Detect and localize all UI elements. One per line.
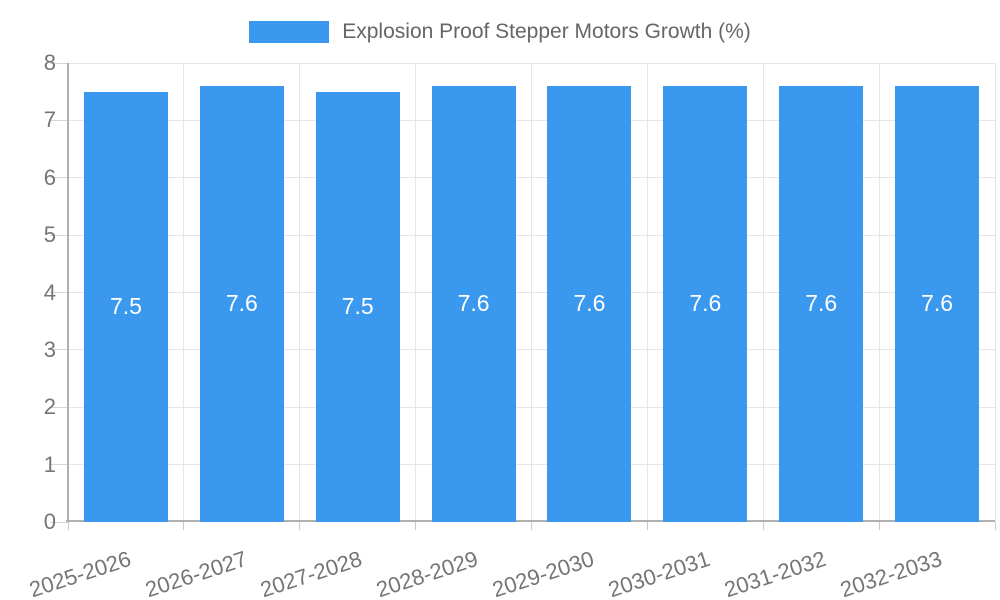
bar-value-label: 7.6 [573, 290, 606, 317]
bar-value-label: 7.6 [689, 290, 722, 317]
y-tick-mark [50, 177, 68, 179]
gridline [878, 63, 880, 522]
gridline [183, 63, 185, 522]
y-tick-label: 8 [43, 50, 56, 75]
y-tick-mark [50, 62, 68, 64]
x-axis-line [66, 520, 995, 522]
bar[interactable]: 7.6 [547, 85, 632, 522]
bar[interactable]: 7.6 [199, 85, 284, 522]
gridline [299, 63, 301, 522]
gridline [994, 63, 996, 522]
gridline [415, 63, 417, 522]
x-tick-label: 2026-2027 [141, 546, 250, 600]
bar[interactable]: 7.6 [779, 85, 864, 522]
y-tick-label: 1 [43, 451, 56, 477]
legend-item[interactable]: Explosion Proof Stepper Motors Growth (%… [249, 20, 751, 44]
bar-value-label: 7.5 [109, 293, 142, 320]
gridline [646, 63, 648, 522]
gridline [762, 63, 764, 522]
y-tick-label: 3 [43, 336, 56, 362]
x-tick-label: 2029-2030 [489, 546, 598, 600]
bar-value-label: 7.6 [805, 290, 838, 317]
x-tick-mark [994, 522, 996, 530]
x-tick-mark [646, 522, 648, 530]
x-tick-mark [183, 522, 185, 530]
bar[interactable]: 7.5 [83, 91, 168, 522]
bar-value-label: 7.6 [225, 290, 258, 317]
bar[interactable]: 7.6 [895, 85, 980, 522]
x-tick-label: 2025-2026 [25, 546, 134, 600]
x-tick-mark [415, 522, 417, 530]
y-tick-mark [50, 292, 68, 293]
legend: Explosion Proof Stepper Motors Growth (%… [0, 20, 1000, 44]
x-tick-label: 2028-2029 [373, 546, 482, 600]
x-tick-label: 2032-2033 [836, 546, 945, 600]
x-tick-label: 2031-2032 [721, 546, 829, 600]
y-tick-label: 4 [43, 279, 56, 305]
y-tick-mark [50, 349, 68, 351]
bar[interactable]: 7.6 [431, 85, 516, 522]
y-tick-label: 7 [43, 107, 56, 133]
x-tick-label: 2030-2031 [605, 546, 714, 600]
y-tick-label: 5 [43, 222, 56, 248]
y-tick-mark [50, 119, 68, 121]
bar[interactable]: 7.5 [315, 91, 400, 522]
y-tick-mark [50, 234, 68, 236]
bar-value-label: 7.6 [457, 290, 490, 317]
plot-area: 7.5 7.6 7.5 7.6 7.6 7.6 7.6 7.6 [50, 62, 996, 530]
y-tick-label: 0 [43, 509, 56, 534]
legend-label: Explosion Proof Stepper Motors Growth (%… [342, 20, 751, 43]
gridline [531, 63, 532, 522]
x-tick-mark [299, 522, 301, 530]
bar[interactable]: 7.6 [663, 85, 748, 522]
x-tick-label: 2027-2028 [257, 546, 366, 600]
x-tick-mark [878, 522, 880, 530]
legend-swatch-icon [249, 21, 330, 43]
bar-value-label: 7.5 [341, 293, 374, 320]
y-tick-mark [50, 406, 68, 408]
y-tick-label: 6 [43, 164, 56, 190]
x-tick-mark [531, 522, 532, 530]
bar-value-label: 7.6 [921, 290, 954, 317]
y-tick-label: 2 [43, 394, 56, 420]
y-tick-mark [50, 521, 68, 523]
y-axis-line [67, 63, 69, 522]
x-tick-mark [762, 522, 764, 530]
x-tick-mark [67, 522, 69, 530]
y-tick-mark [50, 464, 68, 466]
